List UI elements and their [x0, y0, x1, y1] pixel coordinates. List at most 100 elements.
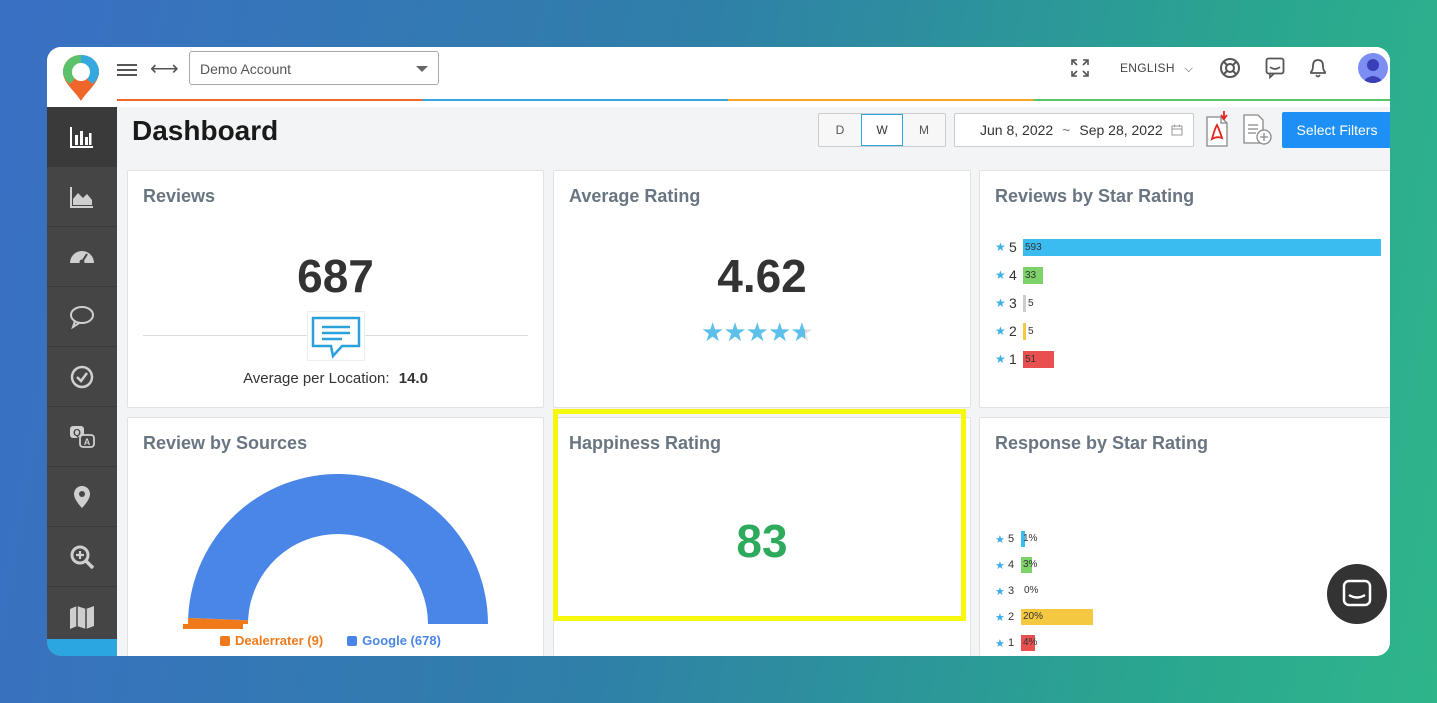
sidebar-item-locations[interactable]	[47, 467, 117, 527]
response-bar: 0%	[1024, 585, 1039, 596]
app-window: ⟷ Demo Account ENGLISH ⌵	[47, 47, 1390, 656]
sidebar-item-dashboard[interactable]	[47, 107, 117, 167]
sidebar-nav: Q A	[47, 107, 117, 656]
card-title: Happiness Rating	[569, 433, 722, 453]
star-label: 3	[1008, 585, 1015, 597]
top-accent-bar	[117, 99, 1390, 101]
response-bar-row: ★ 3 0%	[995, 583, 1039, 599]
messages-icon[interactable]	[1265, 57, 1285, 79]
rating-stars: ★★★★★	[701, 317, 814, 348]
star-label: 4	[1009, 267, 1017, 283]
period-week-button[interactable]: W	[861, 114, 903, 146]
star-label: 2	[1008, 611, 1015, 623]
star-bar-value: 5	[1028, 325, 1034, 337]
select-filters-button[interactable]: Select Filters	[1282, 112, 1390, 148]
qa-icon: Q A	[70, 425, 95, 448]
star-bar	[1023, 294, 1026, 312]
svg-text:A: A	[84, 437, 91, 447]
date-to: Sep 28, 2022	[1079, 122, 1163, 138]
chevron-down-icon	[416, 66, 428, 72]
date-range-picker[interactable]: Jun 8, 2022 ~ Sep 28, 2022	[954, 113, 1194, 147]
response-bar-row: ★ 5 1%	[995, 531, 1037, 547]
star-icon: ★	[723, 317, 747, 347]
star-bar-row: ★ 2 5	[995, 322, 1034, 340]
average-per-location-label: Average per Location:	[243, 370, 390, 387]
donut-segment[interactable]	[188, 474, 488, 624]
star-icon: ★	[995, 296, 1006, 310]
sidebar-footer-bar	[47, 639, 117, 656]
sidebar-item-reviews[interactable]	[47, 287, 117, 347]
speech-bubble-icon	[70, 305, 94, 329]
response-by-star-card: Response by Star Rating ★ 5 1% ★ 4 3% ★ 3 0% ★ 2 20…	[979, 417, 1390, 656]
map-pin-icon	[74, 485, 90, 508]
expand-width-icon[interactable]: ⟷	[150, 58, 179, 80]
sidebar-item-qa[interactable]: Q A	[47, 407, 117, 467]
account-select[interactable]: Demo Account	[189, 51, 439, 85]
user-avatar[interactable]	[1358, 53, 1388, 83]
star-icon: ★	[995, 611, 1005, 624]
chat-launcher[interactable]	[1327, 564, 1387, 624]
sidebar-item-performance[interactable]	[47, 227, 117, 287]
legend-item[interactable]: Google (678)	[347, 633, 441, 648]
user-icon	[1362, 59, 1384, 83]
star-icon: ★	[745, 317, 769, 347]
sidebar-item-map[interactable]	[47, 587, 117, 647]
star-icon: ★	[995, 585, 1005, 598]
average-rating-card: Average Rating 4.62 ★★★★★	[553, 170, 971, 408]
legend-swatch	[220, 635, 230, 646]
donut-segment[interactable]	[188, 617, 249, 624]
average-per-location-value: 14.0	[398, 370, 428, 387]
legend-item[interactable]: Dealerrater (9)	[220, 633, 323, 648]
star-bar: 33	[1023, 266, 1043, 284]
card-title: Review by Sources	[143, 433, 308, 453]
calendar-icon	[1171, 124, 1183, 136]
help-lifebuoy-icon[interactable]	[1219, 57, 1241, 79]
bell-icon[interactable]	[1308, 57, 1328, 79]
average-rating-value: 4.62	[717, 250, 807, 302]
star-label: 5	[1008, 533, 1015, 545]
language-select[interactable]: ENGLISH ⌵	[1120, 61, 1193, 76]
star-bar	[1023, 322, 1026, 340]
star-icon: ★	[995, 533, 1005, 546]
menu-icon[interactable]	[117, 61, 137, 77]
star-label: 1	[1009, 351, 1017, 367]
star-icon: ★	[790, 317, 814, 347]
comment-icon	[311, 316, 361, 359]
page-title: Dashboard	[132, 115, 279, 146]
star-icon: ★	[767, 317, 792, 347]
period-month-button[interactable]: M	[919, 123, 929, 137]
reviews-count: 687	[297, 250, 374, 302]
sidebar-item-analytics[interactable]	[47, 167, 117, 227]
dashboard-gauge-icon	[70, 250, 94, 264]
card-title: Average Rating	[569, 186, 701, 206]
legend-label: Google (678)	[362, 633, 441, 648]
star-bar: 51	[1023, 350, 1054, 368]
add-report-icon[interactable]	[1242, 113, 1274, 147]
legend-swatch	[347, 635, 358, 646]
happiness-value: 83	[736, 515, 788, 567]
account-select-value: Demo Account	[200, 61, 292, 77]
fullscreen-icon[interactable]	[1071, 59, 1089, 77]
legend-label: Dealerrater (9)	[235, 633, 324, 648]
sidebar-item-search[interactable]	[47, 527, 117, 587]
response-bar-row: ★ 1 4%	[995, 635, 1037, 651]
star-icon: ★	[995, 559, 1005, 572]
card-title: Reviews by Star Rating	[995, 186, 1195, 206]
response-bar: 1%	[1021, 531, 1037, 547]
star-label: 4	[1008, 559, 1015, 571]
sources-legend: Dealerrater (9) Google (678)	[220, 633, 441, 648]
card-title: Reviews	[143, 186, 216, 206]
response-bar: 3%	[1021, 557, 1037, 573]
sidebar-item-tasks[interactable]	[47, 347, 117, 407]
card-title: Response by Star Rating	[995, 433, 1209, 453]
review-sources-card: Review by Sources Dealerrater (9) Google …	[127, 417, 544, 656]
reviews-by-star-card: Reviews by Star Rating ★ 5 593 ★ 4 33 ★ 3 5 ★ 2 5 ★ 1…	[979, 170, 1390, 408]
language-label: ENGLISH	[1120, 61, 1175, 75]
svg-text:Q: Q	[73, 428, 81, 439]
period-day-button[interactable]: D	[835, 123, 845, 137]
chevron-down-icon: ⌵	[1184, 63, 1194, 75]
reviews-card: Reviews 687 Average per Location: 14.0	[127, 170, 544, 408]
highlight-box	[553, 409, 966, 621]
pdf-export-icon[interactable]	[1204, 111, 1232, 149]
average-per-location: Average per Location: 14.0	[128, 370, 543, 387]
